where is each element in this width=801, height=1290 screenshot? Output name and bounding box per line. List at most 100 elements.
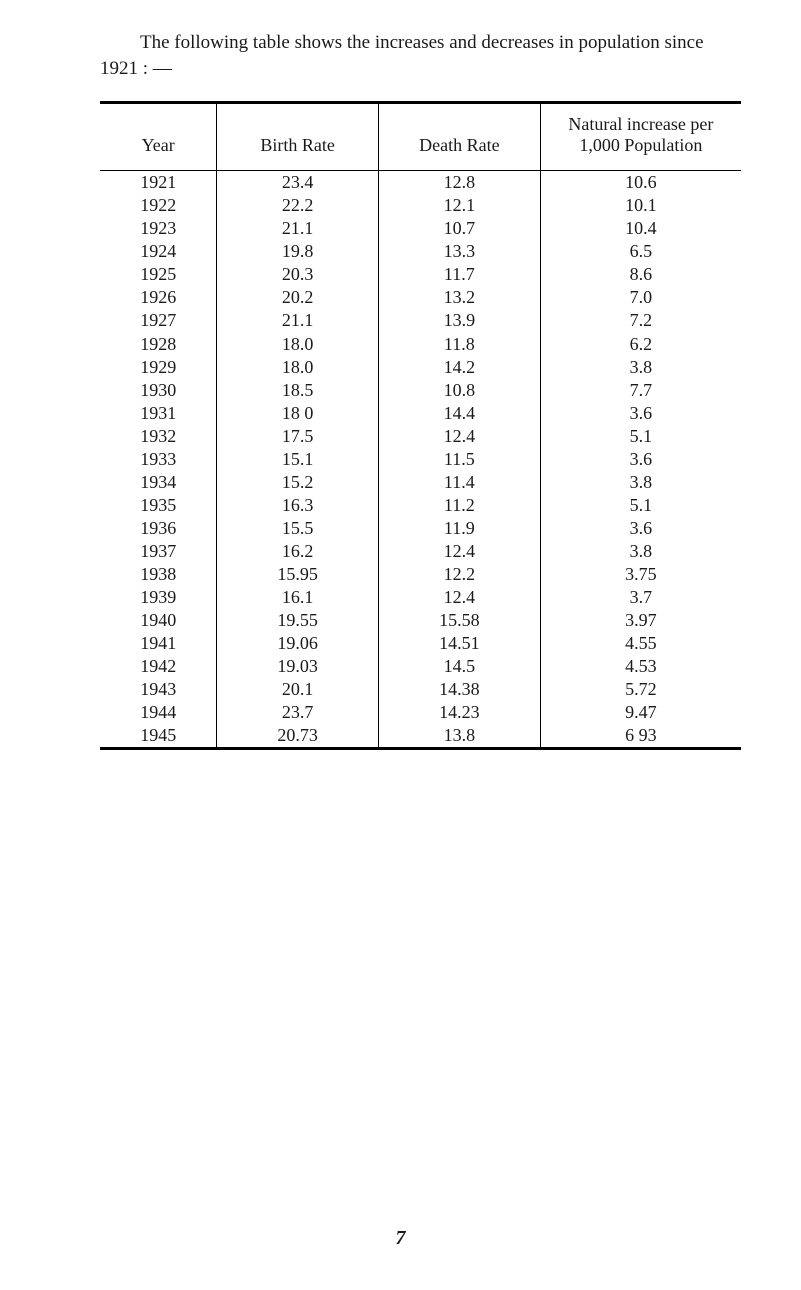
cell-natural-increase: 7.0 <box>540 286 741 309</box>
table-row: 193615.511.93.6 <box>100 517 741 540</box>
cell-year: 1932 <box>100 425 217 448</box>
table-row: 193315.111.53.6 <box>100 448 741 471</box>
cell-death-rate: 10.7 <box>378 217 540 240</box>
page-number: 7 <box>0 1227 801 1250</box>
table-row: 194423.714.239.47 <box>100 701 741 724</box>
cell-year: 1926 <box>100 286 217 309</box>
cell-death-rate: 12.2 <box>378 563 540 586</box>
cell-birth-rate: 23.4 <box>217 171 379 195</box>
table-row: 193415.211.43.8 <box>100 471 741 494</box>
cell-year: 1929 <box>100 356 217 379</box>
cell-birth-rate: 19.03 <box>217 655 379 678</box>
table-body: 192123.412.810.6192222.212.110.1192321.1… <box>100 171 741 749</box>
cell-birth-rate: 15.95 <box>217 563 379 586</box>
cell-death-rate: 11.9 <box>378 517 540 540</box>
table-row: 192520.311.78.6 <box>100 263 741 286</box>
cell-birth-rate: 20.1 <box>217 678 379 701</box>
cell-birth-rate: 19.8 <box>217 240 379 263</box>
cell-year: 1935 <box>100 494 217 517</box>
cell-natural-increase: 3.8 <box>540 356 741 379</box>
cell-year: 1922 <box>100 194 217 217</box>
cell-natural-increase: 10.4 <box>540 217 741 240</box>
table-row: 193118 014.43.6 <box>100 402 741 425</box>
cell-death-rate: 11.7 <box>378 263 540 286</box>
cell-birth-rate: 18.0 <box>217 333 379 356</box>
cell-natural-increase: 10.1 <box>540 194 741 217</box>
cell-year: 1945 <box>100 724 217 749</box>
col-header-birth-rate: Birth Rate <box>217 103 379 171</box>
cell-death-rate: 14.2 <box>378 356 540 379</box>
cell-year: 1938 <box>100 563 217 586</box>
cell-year: 1925 <box>100 263 217 286</box>
cell-natural-increase: 7.2 <box>540 309 741 332</box>
cell-birth-rate: 23.7 <box>217 701 379 724</box>
cell-year: 1937 <box>100 540 217 563</box>
cell-year: 1923 <box>100 217 217 240</box>
cell-birth-rate: 20.2 <box>217 286 379 309</box>
table-row: 192419.813.36.5 <box>100 240 741 263</box>
cell-natural-increase: 3.8 <box>540 471 741 494</box>
col-header-natural-increase: Natural increase per 1,000 Population <box>540 103 741 171</box>
cell-death-rate: 14.5 <box>378 655 540 678</box>
cell-natural-increase: 7.7 <box>540 379 741 402</box>
cell-death-rate: 13.3 <box>378 240 540 263</box>
cell-natural-increase: 3.6 <box>540 402 741 425</box>
table-row: 193516.311.25.1 <box>100 494 741 517</box>
cell-year: 1939 <box>100 586 217 609</box>
table-row: 194320.114.385.72 <box>100 678 741 701</box>
table-row: 193716.212.43.8 <box>100 540 741 563</box>
table-row: 193815.9512.23.75 <box>100 563 741 586</box>
cell-birth-rate: 18.0 <box>217 356 379 379</box>
cell-birth-rate: 15.2 <box>217 471 379 494</box>
cell-death-rate: 14.23 <box>378 701 540 724</box>
cell-birth-rate: 21.1 <box>217 217 379 240</box>
cell-year: 1936 <box>100 517 217 540</box>
col-header-year: Year <box>100 103 217 171</box>
table-row: 192321.110.710.4 <box>100 217 741 240</box>
table-row: 194520.7313.86 93 <box>100 724 741 749</box>
cell-natural-increase: 4.55 <box>540 632 741 655</box>
cell-year: 1930 <box>100 379 217 402</box>
cell-year: 1941 <box>100 632 217 655</box>
cell-natural-increase: 6.2 <box>540 333 741 356</box>
cell-natural-increase: 8.6 <box>540 263 741 286</box>
cell-birth-rate: 18.5 <box>217 379 379 402</box>
cell-natural-increase: 3.6 <box>540 517 741 540</box>
cell-death-rate: 12.4 <box>378 540 540 563</box>
cell-natural-increase: 3.6 <box>540 448 741 471</box>
cell-natural-increase: 3.8 <box>540 540 741 563</box>
cell-birth-rate: 16.1 <box>217 586 379 609</box>
cell-natural-increase: 5.1 <box>540 494 741 517</box>
cell-birth-rate: 17.5 <box>217 425 379 448</box>
table-row: 194219.0314.54.53 <box>100 655 741 678</box>
cell-death-rate: 12.1 <box>378 194 540 217</box>
col-header-death-rate: Death Rate <box>378 103 540 171</box>
table-row: 193018.510.87.7 <box>100 379 741 402</box>
cell-natural-increase: 6 93 <box>540 724 741 749</box>
cell-year: 1927 <box>100 309 217 332</box>
table-header-row: Year Birth Rate Death Rate Natural incre… <box>100 103 741 171</box>
cell-year: 1934 <box>100 471 217 494</box>
cell-death-rate: 11.8 <box>378 333 540 356</box>
cell-death-rate: 11.2 <box>378 494 540 517</box>
cell-death-rate: 10.8 <box>378 379 540 402</box>
table-row: 192818.011.86.2 <box>100 333 741 356</box>
cell-death-rate: 12.4 <box>378 586 540 609</box>
cell-birth-rate: 15.1 <box>217 448 379 471</box>
intro-paragraph: The following table shows the increases … <box>100 30 741 81</box>
cell-birth-rate: 22.2 <box>217 194 379 217</box>
population-table: Year Birth Rate Death Rate Natural incre… <box>100 101 741 750</box>
cell-year: 1933 <box>100 448 217 471</box>
cell-birth-rate: 18 0 <box>217 402 379 425</box>
cell-birth-rate: 19.55 <box>217 609 379 632</box>
cell-birth-rate: 16.3 <box>217 494 379 517</box>
table-row: 192123.412.810.6 <box>100 171 741 195</box>
table-row: 194019.5515.583.97 <box>100 609 741 632</box>
cell-death-rate: 14.38 <box>378 678 540 701</box>
cell-death-rate: 12.4 <box>378 425 540 448</box>
cell-death-rate: 11.5 <box>378 448 540 471</box>
cell-year: 1928 <box>100 333 217 356</box>
cell-death-rate: 11.4 <box>378 471 540 494</box>
cell-year: 1942 <box>100 655 217 678</box>
cell-birth-rate: 15.5 <box>217 517 379 540</box>
